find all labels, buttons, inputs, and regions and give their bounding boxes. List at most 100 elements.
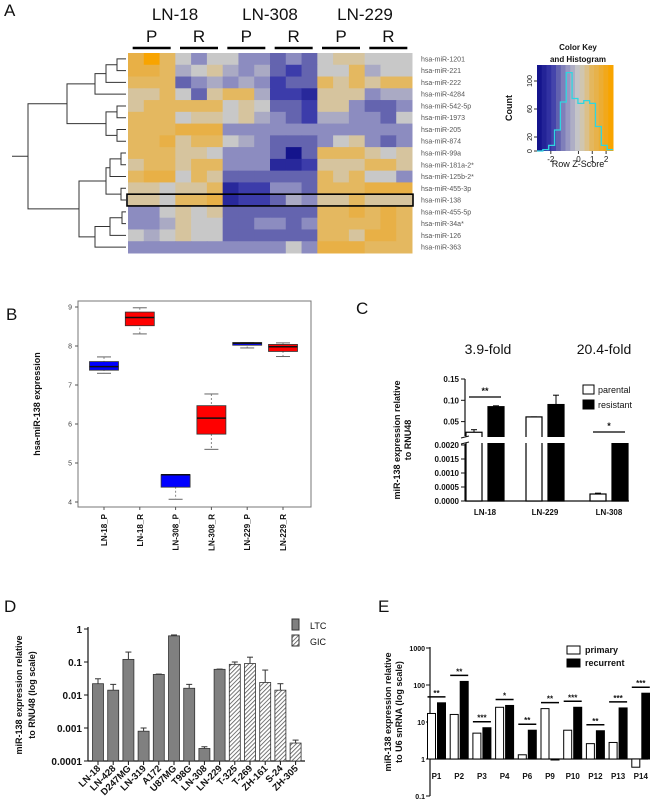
heatmap-cell <box>301 147 318 160</box>
color-key-band <box>546 65 552 151</box>
y-tick-label: 10 <box>417 720 425 727</box>
heatmap-cell <box>364 123 381 136</box>
heatmap-cell <box>301 111 318 125</box>
heatmap-cell <box>348 53 366 66</box>
heatmap-cell <box>333 170 350 183</box>
x-tick-label: P14 <box>634 772 649 781</box>
heatmap-cell <box>222 123 239 136</box>
heatmap-cell <box>143 100 161 113</box>
heatmap-cell <box>270 100 287 113</box>
heatmap-cell <box>128 170 145 183</box>
dendrogram <box>12 58 126 248</box>
y-tick-label: 0.15 <box>443 375 459 384</box>
heatmap-cell <box>191 194 208 207</box>
heatmap-cell <box>143 194 161 207</box>
heatmap-cell <box>206 76 224 89</box>
heatmap-cell <box>270 229 287 242</box>
heatmap-cell <box>175 229 192 242</box>
color-key-band <box>575 65 581 151</box>
heatmap-cell <box>175 182 192 195</box>
heatmap-cell <box>333 76 350 89</box>
bar-chart-panel-c: 3.9-fold 20.4-fold miR-138 expression re… <box>392 341 633 517</box>
color-key-ylabel: Count <box>504 95 514 121</box>
y-tick-label: 0.001 <box>57 724 82 735</box>
bar-gic <box>289 742 302 762</box>
bar-ltc <box>107 689 120 762</box>
y-tick-label: 9 <box>68 305 72 312</box>
heatmap-cell <box>333 182 350 195</box>
heatmap-cell <box>238 64 255 78</box>
box <box>89 361 119 371</box>
heatmap-cell <box>143 182 161 195</box>
heatmap-cell <box>270 53 287 66</box>
heatmap-cell <box>206 194 224 207</box>
legend-label: recurrent <box>585 658 625 668</box>
heatmap-cell <box>191 64 208 78</box>
heatmap-cell <box>222 88 239 101</box>
heatmap-cell <box>285 229 303 242</box>
heatmap-cell <box>159 182 176 195</box>
heatmap-cell <box>254 170 271 183</box>
heatmap-cell <box>285 100 303 113</box>
heatmap-cell <box>254 229 271 242</box>
heatmap-cell <box>380 100 397 113</box>
heatmap-cell <box>191 76 208 89</box>
bar-ltc <box>92 683 104 762</box>
heatmap-cell <box>159 76 176 89</box>
heatmap-cell <box>159 158 176 172</box>
heatmap-cell <box>317 217 334 230</box>
heatmap-cell <box>333 229 350 242</box>
heatmap-cell <box>301 170 318 183</box>
bar-primary <box>631 758 641 768</box>
heatmap-cell <box>128 158 145 172</box>
heatmap-cell <box>191 182 208 195</box>
color-key-band <box>584 65 590 151</box>
heatmap-cell <box>270 123 287 136</box>
heatmap-cell <box>380 229 397 242</box>
bar-ltc <box>137 730 150 762</box>
heatmap-cell <box>128 205 145 219</box>
row-label: hsa-miR-99a <box>421 151 461 158</box>
heatmap-cell <box>333 135 350 148</box>
heatmap-cell <box>270 194 287 207</box>
heatmap-cell <box>380 123 397 136</box>
row-label: hsa-miR-138 <box>421 198 461 205</box>
heatmap-cell <box>191 88 208 101</box>
heatmap-cell <box>143 123 161 136</box>
heatmap-cell <box>191 53 208 66</box>
legend-swatch-primary <box>566 645 581 655</box>
heatmap-cell <box>348 64 366 78</box>
heatmap-cell <box>285 170 303 183</box>
heatmap-cell <box>143 205 161 219</box>
heatmap-cell <box>301 135 318 148</box>
heatmap-cell <box>222 229 239 242</box>
axis-break-gap <box>460 437 632 443</box>
heatmap-cell <box>238 123 255 136</box>
y-axis-label: miR-138 expression relative <box>14 635 24 754</box>
heatmap-cell <box>238 158 255 172</box>
box <box>268 344 298 352</box>
x-tick-label: P10 <box>566 772 581 781</box>
heatmap-cell <box>254 147 271 160</box>
heatmap-cell <box>364 182 381 195</box>
column-label: P <box>146 27 157 46</box>
heatmap-cell <box>317 64 334 78</box>
color-key-band <box>537 65 543 151</box>
heatmap-cell <box>285 53 303 66</box>
heatmap-cell <box>301 53 318 66</box>
heatmap-cell <box>222 111 239 125</box>
color-key-band <box>603 65 609 151</box>
heatmap-cell <box>301 123 318 136</box>
heatmap-cell <box>285 158 303 172</box>
row-label: hsa-miR-126 <box>421 233 461 240</box>
heatmap-cell <box>254 111 271 125</box>
row-label: hsa-miR-205 <box>421 127 461 134</box>
heatmap-cell <box>159 229 176 242</box>
heatmap-cell <box>348 88 366 101</box>
legend-label: parental <box>598 385 631 395</box>
heatmap-cell <box>380 205 397 219</box>
heatmap-cell <box>333 147 350 160</box>
significance-label: * <box>503 691 507 700</box>
heatmap-cell <box>285 241 303 254</box>
color-key-band <box>551 65 557 151</box>
